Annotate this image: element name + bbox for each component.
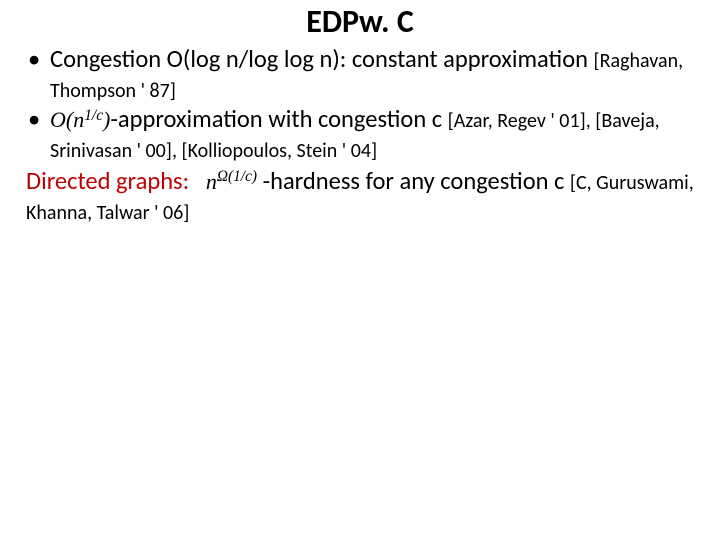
math-exponent: Ω(1/c) — [217, 168, 257, 185]
directed-text: -hardness for any congestion c — [257, 166, 570, 196]
directed-label: Directed graphs: — [26, 166, 189, 196]
bullet-dot-icon: • — [26, 105, 50, 135]
bullet-item: • O(n1/c)-approximation with congestion … — [26, 105, 694, 165]
slide: EDPw. C • Congestion O(log n/log log n):… — [0, 0, 720, 540]
bullet-main-text: Congestion O(log n/log log n): constant … — [50, 44, 594, 74]
spacer — [195, 166, 201, 196]
math-exponent: 1/c — [84, 107, 103, 124]
bullet-item: • Congestion O(log n/log log n): constan… — [26, 45, 694, 105]
math-base: n — [206, 169, 217, 194]
bullet-dot-icon: • — [26, 45, 50, 75]
bullet-text: Congestion O(log n/log log n): constant … — [50, 45, 694, 105]
math-base: O(n — [50, 107, 84, 132]
math-expression: O(n1/c) — [50, 107, 110, 132]
slide-title: EDPw. C — [26, 4, 694, 39]
slide-body: • Congestion O(log n/log log n): constan… — [26, 45, 694, 226]
directed-line: Directed graphs: nΩ(1/c) -hardness for a… — [26, 167, 694, 227]
bullet-text: O(n1/c)-approximation with congestion c … — [50, 105, 694, 165]
bullet-main-text: -approximation with congestion c — [110, 104, 447, 134]
math-expression: nΩ(1/c) — [206, 169, 257, 194]
